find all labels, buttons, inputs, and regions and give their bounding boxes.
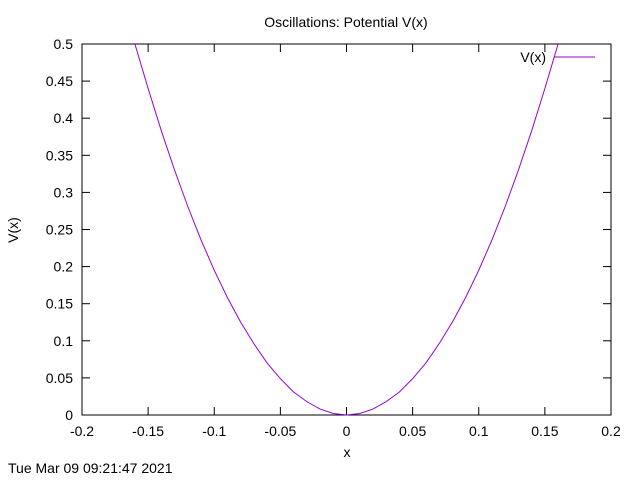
legend-label: V(x): [520, 49, 546, 65]
y-tick-label: 0.5: [54, 36, 74, 52]
legend: V(x): [520, 49, 595, 65]
y-tick-label: 0: [65, 407, 73, 423]
x-tick-label: -0.2: [70, 423, 94, 439]
y-ticks: 0 0.05 0.1 0.15 0.2 0.25 0.3 0.35 0.4 0.45 0.5: [46, 36, 611, 423]
x-tick-label: 0: [343, 423, 351, 439]
x-tick-label: -0.1: [202, 423, 226, 439]
x-tick-label: 0.15: [531, 423, 558, 439]
plot-frame: [81, 43, 612, 416]
y-tick-label: 0.2: [54, 259, 74, 275]
y-tick-label: 0.15: [46, 296, 73, 312]
x-ticks: -0.2 -0.15 -0.1 -0.05 0 0.05 0.1 0.15 0.2: [70, 44, 621, 439]
y-tick-label: 0.3: [54, 184, 74, 200]
x-axis-label: x: [344, 444, 351, 460]
timestamp: Tue Mar 09 09:21:47 2021: [8, 460, 173, 476]
x-tick-label: -0.15: [132, 423, 164, 439]
x-tick-label: 0.05: [399, 423, 426, 439]
plot-area: [134, 43, 559, 416]
y-tick-label: 0.05: [46, 370, 73, 386]
x-tick-label: 0.2: [601, 423, 621, 439]
x-tick-label: 0.1: [469, 423, 489, 439]
series-line: [134, 43, 559, 416]
y-tick-label: 0.45: [46, 73, 73, 89]
y-tick-label: 0.35: [46, 147, 73, 163]
y-tick-label: 0.4: [54, 110, 74, 126]
chart-title: Oscillations: Potential V(x): [264, 14, 427, 30]
x-tick-label: -0.05: [264, 423, 296, 439]
y-tick-label: 0.1: [54, 333, 74, 349]
y-tick-label: 0.25: [46, 222, 73, 238]
y-axis-label: V(x): [5, 217, 21, 243]
